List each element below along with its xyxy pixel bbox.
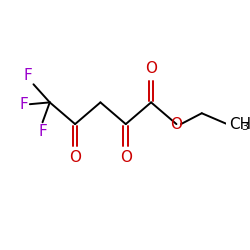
Text: O: O <box>69 150 81 165</box>
Text: O: O <box>170 116 182 132</box>
Text: F: F <box>38 124 47 139</box>
Text: 3: 3 <box>242 122 248 132</box>
Text: CH: CH <box>229 116 250 132</box>
Text: O: O <box>120 150 132 165</box>
Text: F: F <box>24 68 32 84</box>
Text: O: O <box>145 61 157 76</box>
Text: F: F <box>19 97 28 112</box>
